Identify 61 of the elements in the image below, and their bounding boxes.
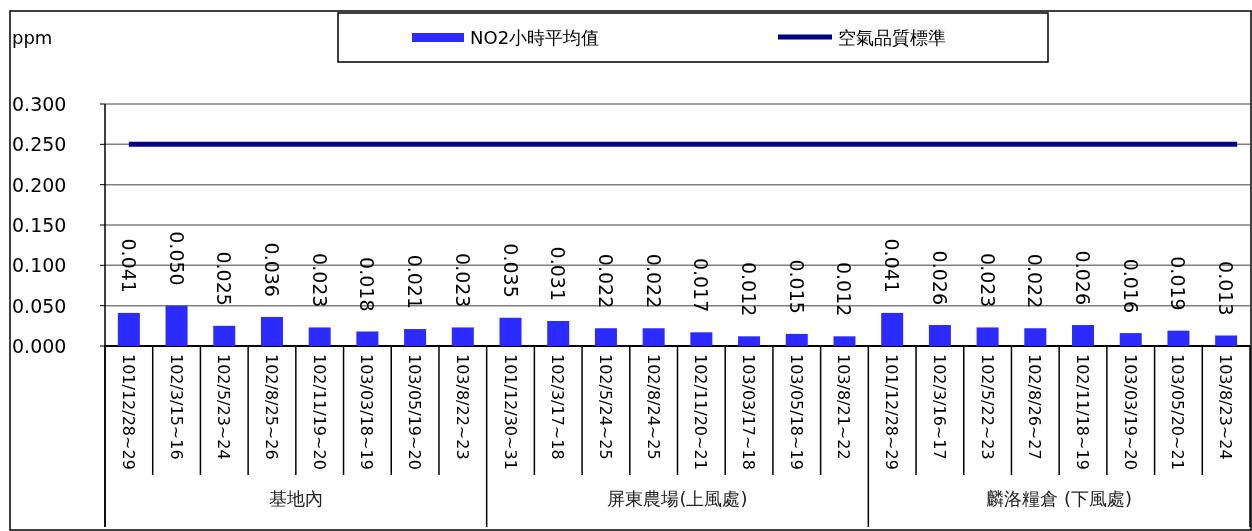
- x-tick-label: 103/8/23~24: [1216, 354, 1236, 460]
- x-tick-label: 102/5/23~24: [214, 354, 234, 460]
- data-label: 0.023: [976, 253, 999, 308]
- data-label: 0.019: [1167, 256, 1190, 311]
- x-tick-label: 101/12/28~29: [882, 354, 902, 470]
- x-tick-label: 101/12/28~29: [118, 354, 138, 470]
- data-label: 0.026: [1072, 250, 1095, 306]
- x-tick-label: 103/03/18~19: [357, 354, 377, 470]
- x-tick-label: 102/11/18~19: [1073, 354, 1093, 470]
- x-tick-label: 101/12/30~31: [500, 354, 520, 470]
- y-tick-label: 0.200: [12, 173, 67, 196]
- data-label: 0.035: [499, 243, 522, 298]
- legend-label: NO2小時平均值: [470, 27, 600, 48]
- legend-label: 空氣品質標準: [838, 27, 946, 48]
- data-label: 0.050: [165, 231, 188, 286]
- x-tick-label: 103/05/18~19: [786, 354, 806, 470]
- y-tick-label: 0.100: [12, 254, 67, 277]
- data-label: 0.041: [881, 238, 904, 293]
- x-tick-label: 102/8/26~27: [1025, 354, 1045, 460]
- data-label: 0.015: [785, 259, 808, 314]
- y-tick-label: 0.150: [12, 214, 67, 236]
- data-label: 0.022: [642, 253, 665, 309]
- x-tick-label: 102/11/20~21: [691, 354, 711, 470]
- data-label: 0.016: [1119, 258, 1142, 314]
- x-tick-label: 103/05/20~21: [1168, 354, 1188, 470]
- data-label: 0.023: [451, 253, 474, 308]
- data-label: 0.031: [547, 246, 570, 301]
- x-tick-label: 102/5/22~23: [977, 354, 997, 460]
- x-tick-label: 102/3/15~16: [166, 354, 186, 460]
- data-label: 0.013: [1215, 261, 1238, 316]
- data-label: 0.041: [117, 238, 140, 293]
- text: 屏東農場(上風處): [607, 488, 748, 509]
- y-tick-label: 0.000: [12, 335, 67, 357]
- text: 麟洛糧倉 (下風處): [986, 488, 1133, 509]
- x-tick-label: 103/05/19~20: [405, 354, 425, 470]
- data-label: 0.026: [928, 250, 951, 306]
- data-label: 0.023: [308, 253, 331, 308]
- y-tick-label: 0.300: [12, 93, 67, 115]
- data-label: 0.022: [594, 253, 617, 309]
- data-label: 0.022: [1024, 253, 1047, 309]
- data-label: 0.036: [260, 242, 283, 297]
- data-label: 0.017: [690, 257, 713, 313]
- x-tick-label: 102/3/16~17: [929, 354, 949, 460]
- x-tick-label: 102/3/17~18: [548, 354, 568, 460]
- x-tick-label: 103/8/21~22: [834, 354, 854, 460]
- data-label: 0.018: [356, 257, 379, 312]
- x-tick-label: 102/11/19~20: [309, 354, 329, 470]
- x-tick-label: 103/8/22~23: [452, 354, 472, 460]
- y-axis-title: ppm: [12, 27, 53, 48]
- y-tick-label: 0.250: [12, 133, 67, 156]
- data-label: 0.012: [833, 261, 856, 317]
- x-tick-label: 102/5/24~25: [595, 354, 615, 460]
- x-tick-label: 102/8/25~26: [261, 354, 281, 460]
- data-label: 0.021: [404, 254, 427, 310]
- data-label: 0.025: [213, 251, 236, 306]
- data-label: 0.012: [738, 261, 761, 317]
- y-tick-label: 0.050: [12, 294, 67, 317]
- text: 基地內: [268, 488, 323, 509]
- x-tick-label: 103/03/17~18: [739, 354, 759, 470]
- x-tick-label: 103/03/19~20: [1120, 354, 1140, 470]
- x-tick-label: 102/8/24~25: [643, 354, 663, 460]
